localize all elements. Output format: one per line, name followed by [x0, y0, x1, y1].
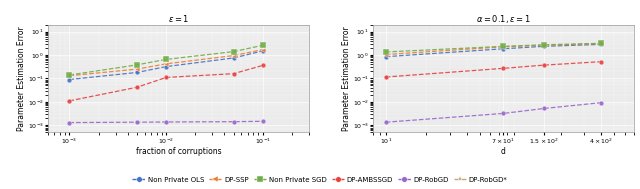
- X-axis label: d: d: [500, 147, 506, 156]
- X-axis label: fraction of corruptions: fraction of corruptions: [136, 147, 221, 156]
- Legend: Non Private OLS, DP-SSP, Non Private SGD, DP-AMBSSGD, DP-RobGD, DP-RobGD*: Non Private OLS, DP-SSP, Non Private SGD…: [130, 174, 510, 186]
- Y-axis label: Parameter Estimation Error: Parameter Estimation Error: [17, 26, 26, 131]
- Title: $\alpha=0.1, \varepsilon = 1$: $\alpha=0.1, \varepsilon = 1$: [476, 13, 531, 25]
- Y-axis label: Parameter Estimation Error: Parameter Estimation Error: [342, 26, 351, 131]
- Title: $\varepsilon = 1$: $\varepsilon = 1$: [168, 13, 189, 24]
